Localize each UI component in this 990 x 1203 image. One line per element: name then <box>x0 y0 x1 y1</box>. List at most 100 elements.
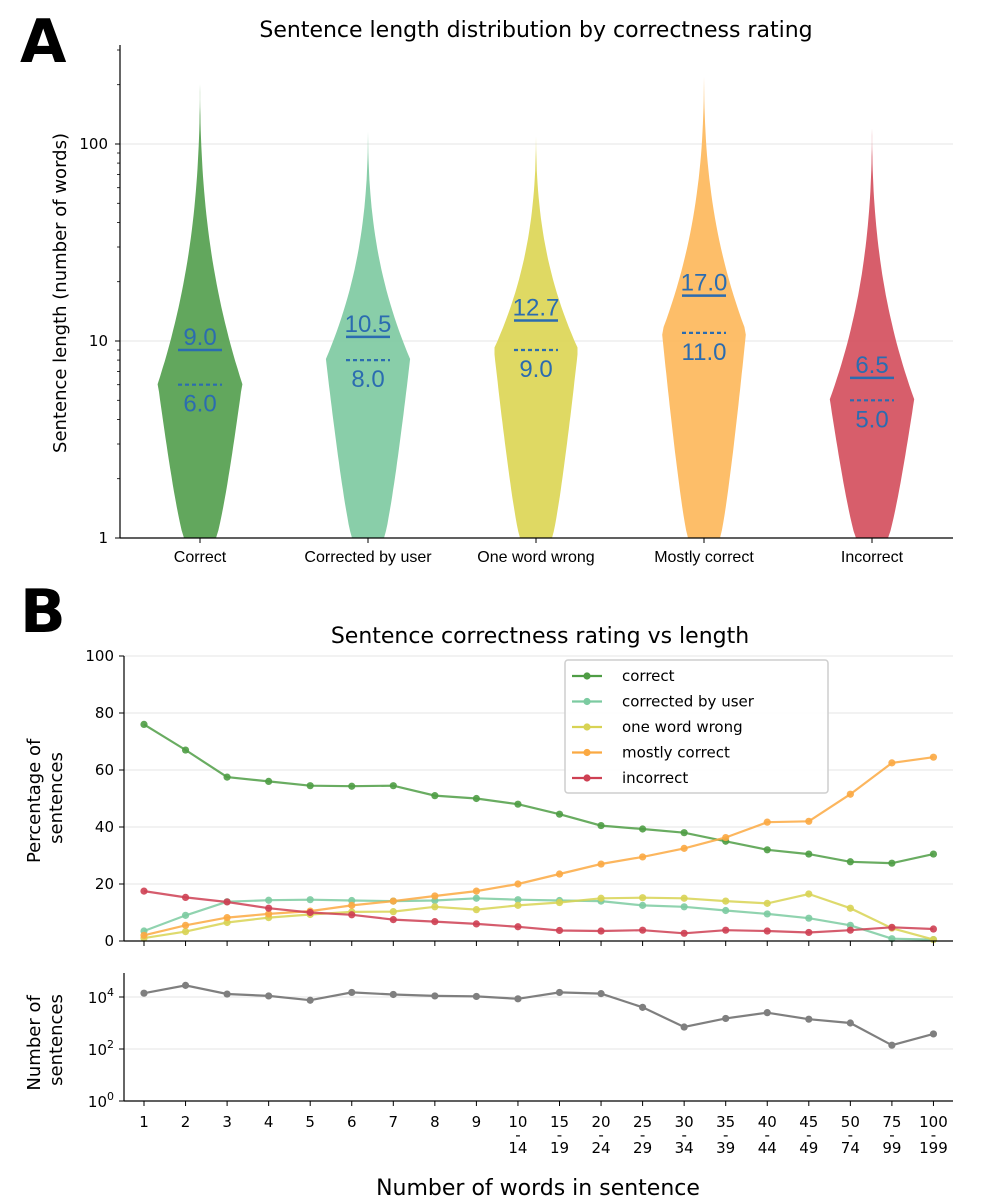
series-point-1-9 <box>514 896 522 904</box>
series-point-2-8 <box>472 906 480 914</box>
series-point-4-11 <box>597 927 605 935</box>
legend-label-0: correct <box>622 667 675 685</box>
series-point-0-17 <box>846 858 854 866</box>
violin-axes: 1 10 100 Correct Corrected by user One word w… <box>79 45 953 566</box>
x-tick-label-16: 45 -49 <box>799 1113 818 1157</box>
count-point-11 <box>597 990 605 998</box>
count-point-7 <box>431 992 439 1000</box>
series-point-0-5 <box>348 782 356 790</box>
count-series <box>140 981 938 1049</box>
x-tick-label-6: 7 <box>389 1113 399 1131</box>
series-point-4-17 <box>846 926 854 934</box>
line-chart-title: Sentence correctness rating vs length <box>331 624 749 649</box>
count-point-14 <box>722 1014 730 1023</box>
series-point-1-12 <box>639 901 647 909</box>
count-y-axis-label-line2: sentences <box>46 994 67 1086</box>
count-gridlines <box>124 996 953 1050</box>
series-point-0-10 <box>555 810 564 818</box>
series-point-1-13 <box>680 903 688 911</box>
x-tick-label-5: 6 <box>347 1113 357 1131</box>
count-point-18 <box>888 1041 896 1049</box>
percentage-y-tick-label-0: 0 <box>104 932 114 950</box>
series-line-2 <box>143 892 934 941</box>
series-point-0-11 <box>597 821 605 830</box>
series-point-0-16 <box>805 850 813 858</box>
series-point-3-2 <box>223 914 231 922</box>
series-point-0-2 <box>223 773 231 781</box>
x-tick-label-19: 100 -199 <box>919 1113 948 1157</box>
series-point-3-9 <box>514 880 522 888</box>
count-point-6 <box>389 990 397 999</box>
series-point-2-7 <box>431 903 439 911</box>
series-point-4-2 <box>223 898 231 906</box>
violin-median-label-1: 8.0 <box>351 366 384 393</box>
count-point-19 <box>929 1030 938 1038</box>
x-tick-label-15: 40 -44 <box>758 1113 777 1157</box>
series-line-0 <box>143 723 934 865</box>
series-point-1-8 <box>472 894 480 902</box>
series-point-4-1 <box>181 893 190 901</box>
series-point-0-19 <box>929 850 938 858</box>
series-point-2-14 <box>722 897 730 905</box>
count-point-15 <box>763 1009 771 1017</box>
series-point-3-1 <box>181 921 190 929</box>
x-tick-label-11: 20 -24 <box>592 1113 611 1157</box>
series-point-3-13 <box>680 844 688 852</box>
count-point-3 <box>265 992 273 1000</box>
violin-mean-label-1: 10.5 <box>345 311 392 338</box>
series-point-2-13 <box>680 894 688 902</box>
x-tick-label-7: 8 <box>430 1113 440 1131</box>
series-point-4-4 <box>306 908 314 917</box>
series-point-2-16 <box>805 890 813 898</box>
count-axes: 100 102 104 <box>88 973 953 1111</box>
percentage-y-tick-label-1: 20 <box>95 875 114 893</box>
series-point-4-0 <box>140 887 148 895</box>
violin-y-axis-label: Sentence length (number of words) <box>50 133 71 453</box>
count-y-tick-label-2: 104 <box>88 986 114 1007</box>
series-point-4-3 <box>265 904 273 912</box>
series-point-4-19 <box>929 925 938 933</box>
series-point-1-4 <box>306 896 314 904</box>
violin-4 <box>829 121 915 538</box>
series-point-3-12 <box>639 853 647 861</box>
series-point-3-18 <box>888 759 896 767</box>
series-point-2-1 <box>181 927 190 936</box>
violin-mean-label-0: 9.0 <box>183 324 216 351</box>
panel-a-letter: A <box>20 7 67 77</box>
series-point-1-15 <box>763 910 771 918</box>
series-point-1-3 <box>265 896 273 904</box>
series-line-3 <box>143 756 934 937</box>
series-point-0-0 <box>140 720 148 729</box>
legend-label-4: incorrect <box>622 769 688 787</box>
series-point-0-9 <box>514 800 522 808</box>
count-point-9 <box>514 995 522 1003</box>
violin-median-label-3: 11.0 <box>682 339 727 366</box>
count-point-17 <box>846 1019 854 1027</box>
legend-box <box>564 659 829 794</box>
violin-median-label-4: 5.0 <box>855 406 888 433</box>
count-y-tick-label-1: 102 <box>88 1038 114 1059</box>
violin-category-label-0: Correct <box>174 549 227 566</box>
series-point-0-7 <box>431 792 439 800</box>
x-tick-label-4: 5 <box>305 1113 315 1131</box>
x-tick-label-0: 1 <box>139 1113 149 1131</box>
percentage-y-axis-label-line1: Percentage of <box>24 738 45 863</box>
series-point-0-6 <box>389 782 397 790</box>
violin-y-tick-label-0: 1 <box>98 529 108 547</box>
percentage-y-tick-label-4: 80 <box>95 704 114 722</box>
count-point-10 <box>555 988 564 997</box>
percentage-axes: 0 20 40 60 80 100 <box>85 647 953 950</box>
violin-category-label-3: Mostly correct <box>654 549 754 566</box>
x-tick-label-14: 35 -39 <box>716 1113 735 1157</box>
count-x-axis-label: Number of words in sentence <box>376 1176 700 1201</box>
series-point-0-8 <box>472 794 480 803</box>
violin-y-tick-label-1: 10 <box>89 332 108 350</box>
violin-chart: Sentence length distribution by correctn… <box>50 18 953 566</box>
legend-marker-2 <box>583 723 591 731</box>
series-point-4-9 <box>514 923 522 931</box>
series-point-4-6 <box>389 916 397 924</box>
series-point-0-18 <box>888 859 896 867</box>
series-point-3-5 <box>348 901 356 909</box>
x-tick-label-10: 15 -19 <box>550 1113 569 1157</box>
count-point-5 <box>348 988 356 997</box>
